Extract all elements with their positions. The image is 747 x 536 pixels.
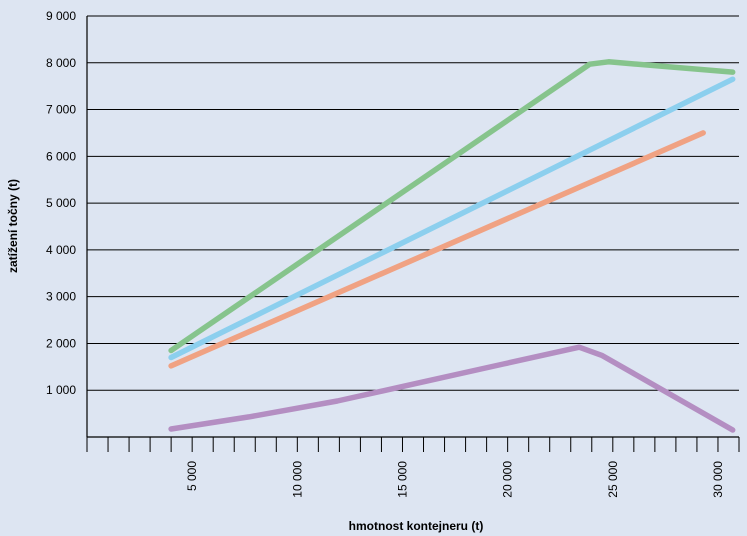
y-axis-title: zatížení točny (t) [6, 179, 20, 273]
gridlines [87, 15, 739, 391]
series-line-2 [168, 76, 736, 361]
y-tick-label: 5 000 [46, 196, 76, 210]
x-tick-label: 20 000 [501, 461, 515, 498]
x-tick-label: 5 000 [185, 461, 199, 491]
y-tick-label: 1 000 [46, 383, 76, 397]
series-line-3 [168, 130, 706, 369]
y-tick-label: 8 000 [46, 56, 76, 70]
x-tick-label: 30 000 [711, 461, 725, 498]
y-tick-label: 3 000 [46, 290, 76, 304]
y-tick-label: 6 000 [46, 149, 76, 163]
y-tick-label: 2 000 [46, 336, 76, 350]
y-tick-label: 7 000 [46, 103, 76, 117]
x-tick-label: 15 000 [395, 461, 409, 498]
y-tick-labels: 1 000 2 000 3 000 4 000 5 000 6 000 7 000 8 000… [46, 9, 76, 397]
y-tick-label: 9 000 [46, 9, 76, 23]
x-axis-ticks [86, 437, 740, 452]
x-tick-label: 25 000 [606, 461, 620, 498]
series-lines [168, 59, 736, 433]
x-tick-labels: 5 000 10 000 15 000 20 000 25 000 30 000 [185, 461, 725, 498]
series-line-4 [168, 344, 736, 433]
y-tick-label: 4 000 [46, 243, 76, 257]
x-tick-label: 10 000 [290, 461, 304, 498]
series-line-1 [168, 59, 736, 354]
x-axis-title: hmotnost kontejneru (t) [349, 519, 484, 533]
